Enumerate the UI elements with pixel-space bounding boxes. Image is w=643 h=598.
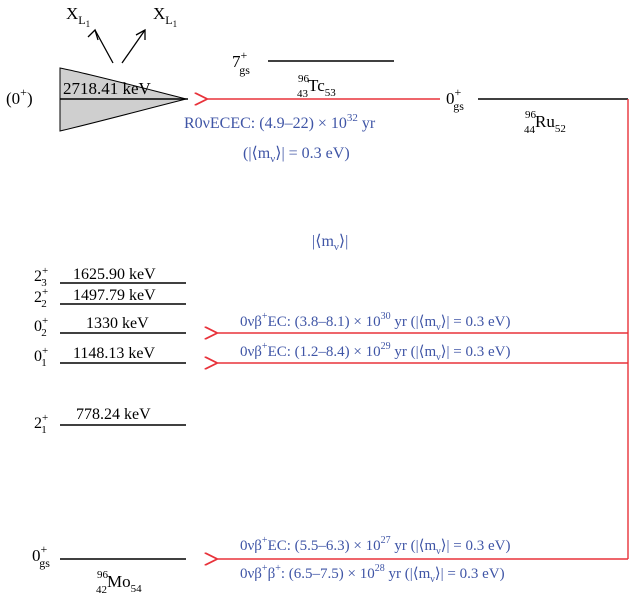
level-spin-2-3: 2+ 3: [34, 265, 48, 289]
level-energy-2-2: 1497.79 keV: [73, 287, 156, 304]
ecec-label-line1: R0νECEC: (4.9–22) × 1032 yr: [184, 112, 376, 132]
xray-arrow-left: [94, 29, 114, 64]
level-energy-0-1: 1148.13 keV: [73, 345, 156, 362]
tc-spin: 7+ gs: [232, 48, 250, 77]
decay-label-gs-bb: 0νβ+β+: (6.5–7.5) × 1028 yr (|⟨mν⟩| = 0.…: [240, 563, 505, 585]
level-spin-0-1: 0+ 1: [34, 345, 48, 369]
level-group: [60, 282, 186, 426]
level-energy-0-2: 1330 keV: [86, 315, 149, 332]
ecec-label-line2: (|⟨mν⟩| = 0.3 eV): [243, 145, 350, 165]
decay-label-0-2: 0νβ+EC: (3.8–8.1) × 1030 yr (|⟨mν⟩| = 0.…: [240, 311, 510, 333]
middle-neutrino-mass-label: |⟨mν⟩|: [312, 233, 348, 253]
resonance-energy: 2718.41 keV: [63, 79, 152, 98]
xray-label-left: XL1: [66, 4, 90, 29]
ru-spin: 0+ gs: [446, 85, 464, 113]
ru-nucleus-label: 96 44Ru52: [524, 109, 566, 136]
level-spin-0-2: 0+ 2: [34, 315, 48, 339]
xray-label-right: XL1: [153, 4, 177, 29]
level-energy-2-1: 778.24 keV: [76, 406, 151, 423]
mo-nucleus-label: 96 42Mo54: [96, 569, 142, 593]
tc-nucleus-label: 96 43Tc53: [297, 73, 336, 100]
resonance-spin: (0+): [6, 85, 33, 108]
xray-arrow-right-head: [135, 28, 146, 40]
level-spin-2-2: 2+ 2: [34, 286, 48, 310]
xray-arrow-left-head: [87, 28, 99, 41]
decay-label-gs-ec: 0νβ+EC: (5.5–6.3) × 1027 yr (|⟨mν⟩| = 0.…: [240, 535, 510, 557]
xray-arrow-right: [121, 29, 146, 64]
level-spin-2-1: 2+ 1: [34, 412, 48, 436]
mo-spin: 0+ gs: [32, 542, 50, 570]
decay-label-0-1: 0νβ+EC: (1.2–8.4) × 1029 yr (|⟨mν⟩| = 0.…: [240, 341, 510, 363]
level-energy-2-3: 1625.90 keV: [73, 266, 156, 283]
